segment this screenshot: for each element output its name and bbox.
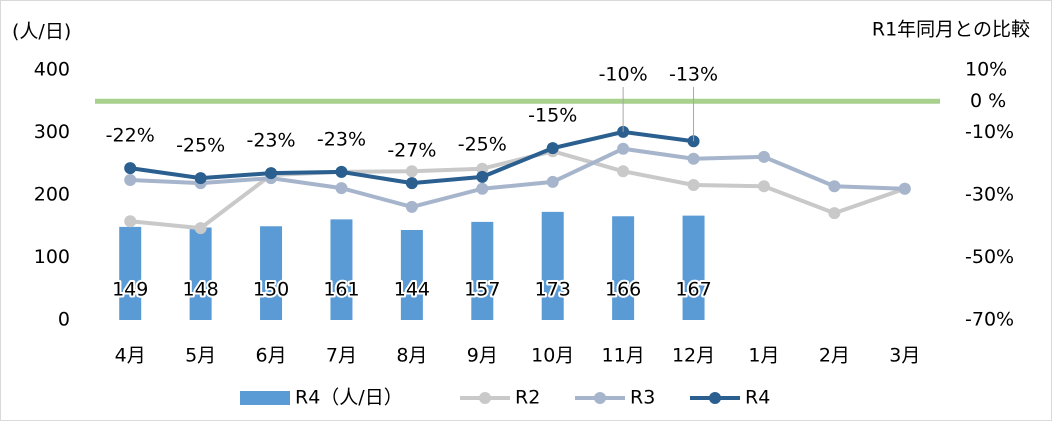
y2-tick-label: -70% <box>965 309 1014 331</box>
bar-value-label: 144 <box>394 279 430 301</box>
line-marker <box>617 142 630 155</box>
y-tick-label: 0 <box>58 309 70 331</box>
bar-value-label: 166 <box>605 279 641 301</box>
y-tick-label: 200 <box>34 184 70 206</box>
line-marker <box>124 162 137 175</box>
bar <box>260 226 283 320</box>
line-marker <box>617 165 630 178</box>
reference-label: 0 % <box>970 90 1006 112</box>
line-marker <box>335 165 348 178</box>
x-tick-label: 6月 <box>255 345 286 367</box>
line-marker <box>476 170 489 183</box>
x-tick-label: 4月 <box>115 345 146 367</box>
bar <box>541 211 564 320</box>
line-marker <box>335 182 348 195</box>
legend-marker <box>479 392 491 404</box>
bar-value-label: 149 <box>112 279 148 301</box>
x-tick-label: 9月 <box>467 345 498 367</box>
y-tick-label: 400 <box>34 59 70 81</box>
line-marker <box>124 174 137 186</box>
legend-label: R4（人/日） <box>295 387 403 409</box>
line <box>130 149 906 231</box>
line-marker <box>898 182 911 195</box>
x-tick-label: 7月 <box>326 345 357 367</box>
x-tick-label: 10月 <box>531 345 574 367</box>
bar-value-label: 173 <box>535 279 571 301</box>
comparison-label: -22% <box>106 125 155 147</box>
x-tick-label: 12月 <box>672 345 715 367</box>
bar <box>471 221 494 320</box>
bar <box>612 216 635 320</box>
line-marker <box>828 207 841 220</box>
x-tick-label: 11月 <box>602 345 645 367</box>
comparison-label: -13% <box>669 64 718 86</box>
line-marker <box>828 180 841 193</box>
line-marker <box>757 150 770 163</box>
line-marker <box>194 172 207 185</box>
line-marker <box>124 215 137 228</box>
comparison-label: -25% <box>458 133 507 155</box>
y2-tick-label: -10% <box>965 121 1014 143</box>
bar-value-label: 157 <box>464 279 500 301</box>
comparison-label: -25% <box>176 135 225 157</box>
x-tick-label: 5月 <box>185 345 216 367</box>
legend-label: R2 <box>515 387 540 409</box>
y2-tick-label: -30% <box>965 184 1014 206</box>
comparison-label: -23% <box>317 128 366 150</box>
bar-value-label: 161 <box>323 279 359 301</box>
x-tick-label: 2月 <box>819 345 850 367</box>
comparison-label: -23% <box>246 130 295 152</box>
comparison-label: -27% <box>387 140 436 162</box>
legend-marker <box>709 392 721 404</box>
bar-value-label: 167 <box>675 279 711 301</box>
comparison-label: -10% <box>599 64 648 86</box>
bar-value-label: 150 <box>253 279 289 301</box>
line-marker <box>687 152 700 165</box>
bar <box>682 215 705 320</box>
line-marker <box>476 182 489 195</box>
y-tick-label: 100 <box>34 246 70 268</box>
x-tick-label: 3月 <box>889 345 920 367</box>
legend-swatch <box>240 391 290 405</box>
comparison-label: -15% <box>528 105 577 127</box>
y-tick-label: 300 <box>34 121 70 143</box>
line-marker <box>405 165 418 178</box>
line-marker <box>194 222 207 235</box>
line-marker <box>546 175 559 188</box>
bar <box>119 226 142 320</box>
x-tick-label: 8月 <box>396 345 427 367</box>
legend-label: R3 <box>630 387 655 409</box>
line-marker <box>687 179 700 191</box>
line <box>130 146 905 209</box>
line-marker <box>265 167 278 180</box>
line-marker <box>405 200 418 213</box>
y2-tick-label: -50% <box>965 246 1014 268</box>
bar <box>330 219 353 320</box>
y-axis-label: (人/日) <box>12 21 71 43</box>
legend-marker <box>594 392 606 404</box>
line-marker <box>546 142 559 155</box>
legend-label: R4 <box>745 387 770 409</box>
bar-value-label: 148 <box>182 279 218 301</box>
line-marker <box>405 177 418 190</box>
line-marker <box>757 180 770 193</box>
y2-axis-label: R1年同月との比較 <box>872 19 1030 41</box>
y2-tick-label: 10% <box>965 59 1007 81</box>
x-tick-label: 1月 <box>748 345 779 367</box>
bar <box>400 230 423 320</box>
bar <box>189 227 212 320</box>
